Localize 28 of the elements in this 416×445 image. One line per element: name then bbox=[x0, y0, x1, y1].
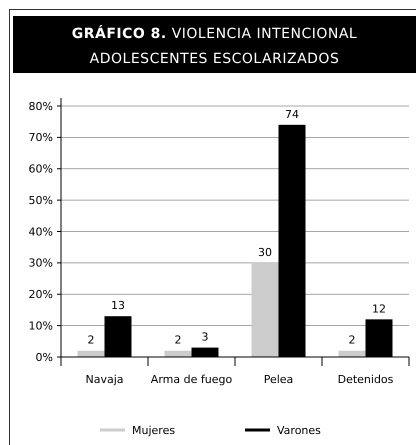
y-tick-label: 80% bbox=[28, 100, 53, 113]
bar bbox=[78, 350, 104, 357]
y-tick-label: 10% bbox=[28, 319, 53, 332]
x-tick-label: Navaja bbox=[85, 373, 124, 386]
bar bbox=[338, 350, 366, 357]
y-tick-label: 60% bbox=[28, 162, 53, 176]
data-label: 74 bbox=[285, 108, 299, 121]
x-tick-label: Arma de fuego bbox=[150, 373, 232, 386]
y-tick-label: 40% bbox=[28, 225, 53, 238]
data-label: 2 bbox=[174, 334, 182, 347]
data-label: 30 bbox=[258, 246, 272, 259]
data-label: 2 bbox=[348, 334, 356, 347]
bar bbox=[164, 350, 192, 357]
data-label: 3 bbox=[202, 330, 208, 344]
y-tick-label: 0% bbox=[36, 350, 53, 364]
data-label: 12 bbox=[372, 302, 386, 316]
y-tick-label: 20% bbox=[28, 288, 53, 302]
chart-title: GRÁFICO 8. VIOLENCIA INTENCIONAL ADOLESCENTES ESCOLARIZADOS bbox=[72, 25, 358, 67]
y-tick-label: 30% bbox=[28, 256, 53, 270]
legend-label: Mujeres bbox=[132, 424, 176, 437]
x-tick-label: Pelea bbox=[264, 373, 294, 386]
y-tick-label: 50% bbox=[28, 194, 53, 207]
data-label: 2 bbox=[88, 334, 94, 347]
y-tick-label: 70% bbox=[28, 131, 53, 144]
bar bbox=[252, 262, 278, 357]
data-label: 13 bbox=[111, 299, 125, 312]
legend-label: Varones bbox=[277, 424, 322, 437]
x-tick-label: Detenidos bbox=[338, 373, 394, 386]
